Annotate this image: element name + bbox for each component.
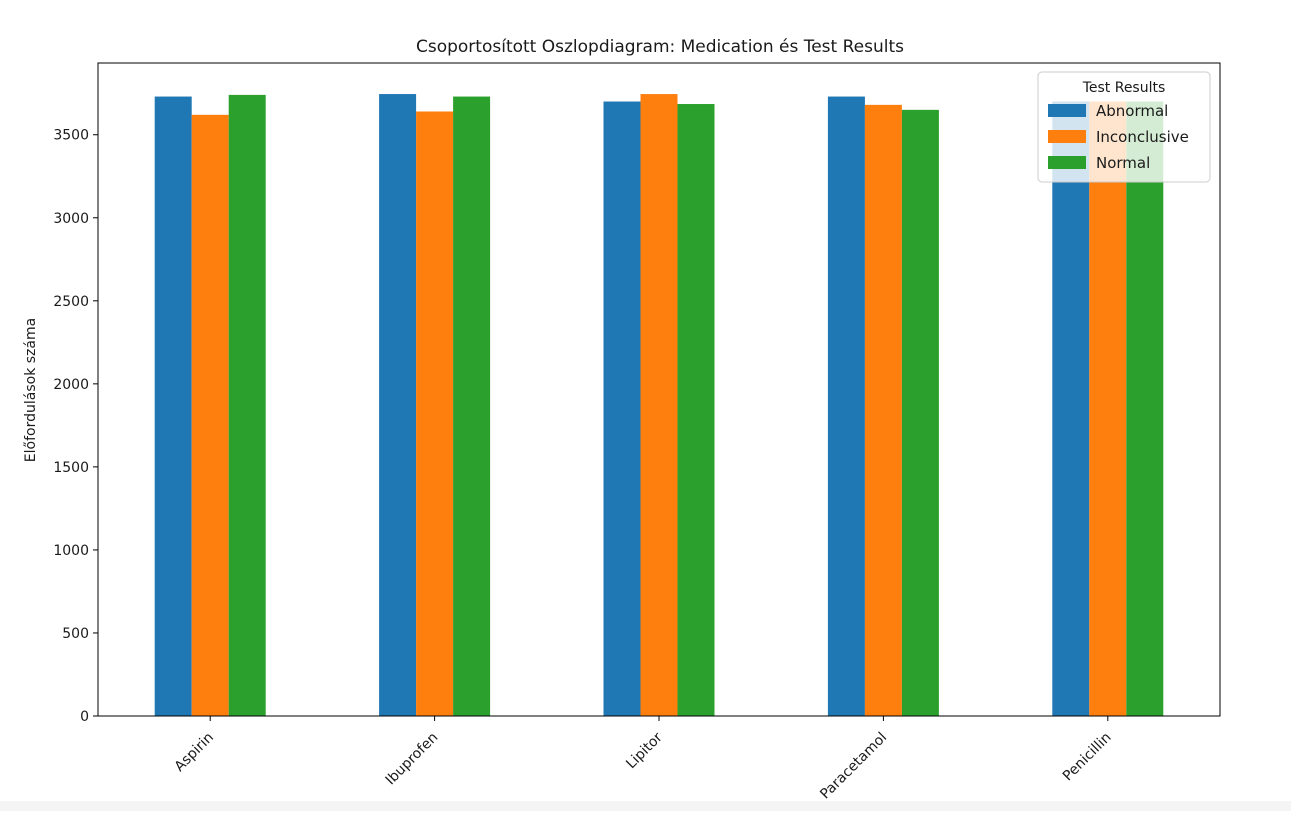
legend-swatch-normal (1048, 156, 1086, 169)
x-tick-label-aspirin: Aspirin (172, 730, 217, 775)
chart-title: Csoportosított Oszlopdiagram: Medication… (416, 37, 904, 57)
legend-label-abnormal: Abnormal (1096, 102, 1168, 120)
legend-box (1037, 71, 1211, 183)
bar-penicillin-normal (1126, 101, 1164, 716)
bars-group (154, 94, 1164, 717)
bar-aspirin-normal (228, 94, 266, 716)
bar-penicillin-abnormal (1052, 101, 1090, 716)
bar-paracetamol-abnormal (827, 96, 865, 717)
y-tick-label-2500: 2500 (53, 294, 89, 310)
bar-paracetamol-inconclusive (864, 104, 902, 717)
bar-ibuprofen-inconclusive (416, 111, 454, 717)
bar-aspirin-inconclusive (191, 114, 229, 716)
y-tick-label-1500: 1500 (53, 460, 89, 476)
y-axis: 0 500 1000 1500 2000 2500 3000 3500 (53, 128, 98, 725)
y-tick-label-500: 500 (62, 626, 89, 642)
legend: Test Results Abnormal Inconclusive Normal (1037, 71, 1211, 183)
legend-label-inconclusive: Inconclusive (1096, 128, 1189, 146)
plot-frame (97, 62, 1221, 717)
bar-lipitor-inconclusive (640, 94, 678, 716)
y-tick-label-2000: 2000 (53, 377, 89, 393)
x-tick-label-paracetamol: Paracetamol (817, 730, 890, 803)
y-axis-label: Előfordulások száma (23, 318, 39, 462)
y-tick-label-0: 0 (80, 709, 89, 725)
y-tick-label-3000: 3000 (53, 211, 89, 227)
y-tick-label-1000: 1000 (53, 543, 89, 559)
bar-lipitor-normal (677, 104, 715, 716)
x-tick-label-ibuprofen: Ibuprofen (383, 730, 442, 789)
legend-title: Test Results (1082, 80, 1166, 96)
bar-ibuprofen-normal (453, 96, 491, 717)
legend-swatch-inconclusive (1048, 130, 1086, 143)
legend-swatch-abnormal (1048, 104, 1086, 117)
bar-aspirin-abnormal (154, 96, 192, 717)
bar-lipitor-abnormal (603, 101, 641, 716)
x-tick-label-penicillin: Penicillin (1060, 730, 1115, 785)
bar-ibuprofen-abnormal (379, 94, 417, 716)
bottom-strip (0, 801, 1291, 811)
bar-paracetamol-normal (901, 109, 939, 716)
bar-penicillin-inconclusive (1089, 101, 1127, 716)
x-tick-label-lipitor: Lipitor (623, 729, 666, 772)
legend-label-normal: Normal (1096, 154, 1150, 172)
y-tick-label-3500: 3500 (53, 128, 89, 144)
legend-items: Abnormal Inconclusive Normal (1048, 102, 1189, 172)
x-axis: Aspirin Ibuprofen Lipitor Paracetamol Penici… (172, 716, 1115, 802)
